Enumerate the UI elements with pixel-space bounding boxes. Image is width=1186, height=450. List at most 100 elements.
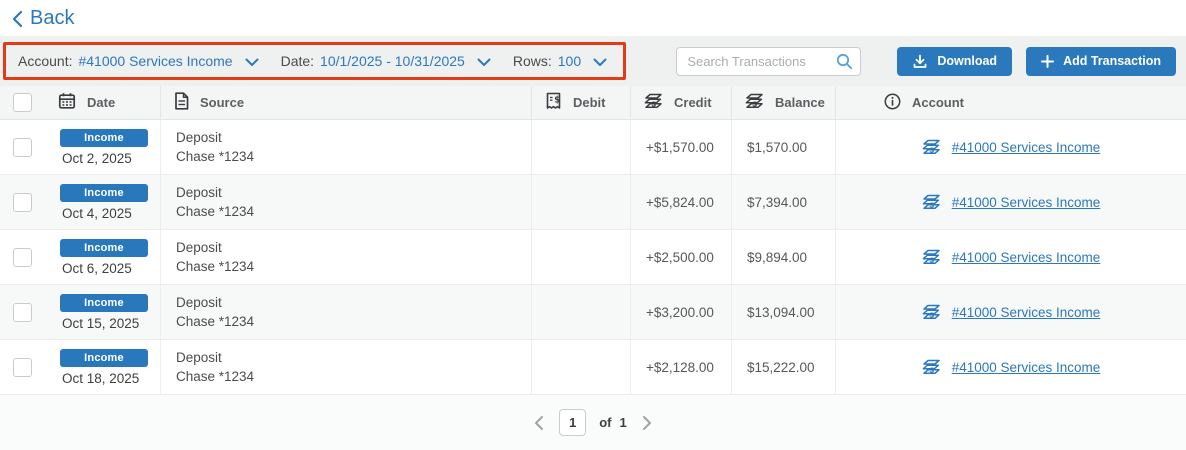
table-body: Income Oct 2, 2025 Deposit Chase *1234 +… bbox=[0, 120, 1186, 395]
source-line2: Chase *1234 bbox=[176, 313, 255, 329]
source-line2: Chase *1234 bbox=[176, 203, 255, 219]
table-row: Income Oct 4, 2025 Deposit Chase *1234 +… bbox=[0, 175, 1186, 230]
source-cell: Deposit Chase *1234 bbox=[160, 230, 531, 284]
back-button[interactable]: Back bbox=[12, 7, 74, 30]
credit-cell: +$5,824.00 bbox=[630, 175, 731, 229]
account-filter-value: #41000 Services Income bbox=[78, 53, 233, 69]
table-row: Income Oct 15, 2025 Deposit Chase *1234 … bbox=[0, 285, 1186, 340]
debit-cell bbox=[531, 340, 630, 394]
pagination: 1 of 1 bbox=[0, 395, 1186, 450]
account-cell: S #41000 Services Income bbox=[835, 230, 1186, 284]
plus-icon bbox=[1041, 54, 1055, 68]
row-checkbox[interactable] bbox=[13, 302, 32, 322]
money-stack-icon: S bbox=[922, 193, 941, 211]
svg-text:S: S bbox=[929, 367, 934, 375]
account-link[interactable]: #41000 Services Income bbox=[951, 304, 1101, 320]
receipt-dollar-icon: $ bbox=[545, 92, 562, 113]
account-link[interactable]: #41000 Services Income bbox=[951, 359, 1101, 375]
source-line2: Chase *1234 bbox=[176, 258, 255, 274]
date-cell: Income Oct 6, 2025 bbox=[45, 230, 160, 284]
date-text: Oct 18, 2025 bbox=[62, 370, 140, 386]
table-row: Income Oct 6, 2025 Deposit Chase *1234 +… bbox=[0, 230, 1186, 285]
top-bar: Back bbox=[0, 0, 1186, 36]
search-container bbox=[676, 46, 862, 76]
balance-cell: $13,094.00 bbox=[731, 285, 835, 339]
debit-cell bbox=[531, 120, 630, 174]
source-line1: Deposit bbox=[176, 294, 222, 310]
column-header-date[interactable]: Date bbox=[45, 86, 160, 119]
row-checkbox-cell bbox=[0, 285, 45, 339]
row-checkbox[interactable] bbox=[13, 357, 32, 377]
info-icon bbox=[884, 93, 901, 113]
add-transaction-button[interactable]: Add Transaction bbox=[1026, 46, 1176, 76]
row-checkbox-cell bbox=[0, 230, 45, 284]
svg-text:$: $ bbox=[554, 96, 560, 106]
back-label: Back bbox=[30, 6, 75, 29]
account-filter-dropdown[interactable]: Account: #41000 Services Income bbox=[18, 53, 259, 69]
svg-text:S: S bbox=[929, 202, 934, 210]
debit-cell bbox=[531, 230, 630, 284]
account-cell: S #41000 Services Income bbox=[835, 340, 1186, 394]
column-header-debit[interactable]: $ Debit bbox=[531, 86, 630, 119]
add-transaction-label: Add Transaction bbox=[1063, 54, 1161, 68]
search-input[interactable] bbox=[676, 46, 862, 76]
row-checkbox-cell bbox=[0, 340, 45, 394]
date-text: Oct 15, 2025 bbox=[62, 315, 140, 331]
rows-filter-label: Rows: bbox=[512, 53, 552, 69]
row-checkbox[interactable] bbox=[13, 192, 32, 212]
money-stack-icon: S bbox=[644, 92, 663, 113]
date-text: Oct 4, 2025 bbox=[62, 205, 132, 221]
account-cell: S #41000 Services Income bbox=[835, 285, 1186, 339]
account-link[interactable]: #41000 Services Income bbox=[951, 139, 1101, 155]
svg-text:S: S bbox=[929, 312, 934, 320]
filter-group-annotation-box: Account: #41000 Services Income Date: 10… bbox=[3, 42, 627, 80]
total-pages: 1 bbox=[619, 415, 627, 430]
column-header-balance[interactable]: S Balance bbox=[731, 86, 835, 119]
column-label-debit: Debit bbox=[573, 95, 606, 110]
of-label: of bbox=[599, 415, 612, 430]
source-line2: Chase *1234 bbox=[176, 368, 255, 384]
table-header: Date Source $ Debit S Credit S Balance A… bbox=[0, 86, 1186, 120]
rows-filter-value: 100 bbox=[557, 53, 582, 69]
source-line2: Chase *1234 bbox=[176, 148, 255, 164]
next-page-icon[interactable] bbox=[640, 413, 654, 433]
column-label-source: Source bbox=[200, 95, 245, 110]
row-checkbox[interactable] bbox=[13, 137, 32, 157]
rows-filter-dropdown[interactable]: Rows: 100 bbox=[513, 53, 607, 69]
svg-text:S: S bbox=[651, 101, 656, 109]
date-cell: Income Oct 15, 2025 bbox=[45, 285, 160, 339]
date-filter-dropdown[interactable]: Date: 10/1/2025 - 10/31/2025 bbox=[281, 53, 491, 69]
money-stack-icon: S bbox=[745, 92, 764, 113]
balance-cell: $15,222.00 bbox=[731, 340, 835, 394]
column-header-credit[interactable]: S Credit bbox=[630, 86, 731, 119]
download-button[interactable]: Download bbox=[897, 46, 1013, 76]
select-all-checkbox[interactable] bbox=[13, 93, 32, 112]
source-line1: Deposit bbox=[176, 239, 222, 255]
credit-cell: +$3,200.00 bbox=[630, 285, 731, 339]
column-header-account[interactable]: Account bbox=[835, 86, 1186, 119]
table-row: Income Oct 2, 2025 Deposit Chase *1234 +… bbox=[0, 120, 1186, 175]
row-checkbox-cell bbox=[0, 120, 45, 174]
back-chevron-icon bbox=[12, 9, 23, 28]
account-cell: S #41000 Services Income bbox=[835, 120, 1186, 174]
money-stack-icon: S bbox=[922, 138, 941, 156]
source-cell: Deposit Chase *1234 bbox=[160, 175, 531, 229]
search-icon[interactable] bbox=[836, 53, 853, 75]
date-filter-label: Date: bbox=[280, 53, 315, 69]
account-link[interactable]: #41000 Services Income bbox=[951, 194, 1101, 210]
row-checkbox[interactable] bbox=[13, 247, 32, 267]
credit-cell: +$1,570.00 bbox=[630, 120, 731, 174]
download-icon bbox=[912, 54, 928, 69]
income-badge: Income bbox=[60, 183, 148, 202]
date-text: Oct 6, 2025 bbox=[62, 260, 132, 276]
current-page-box[interactable]: 1 bbox=[559, 409, 587, 436]
svg-text:S: S bbox=[929, 257, 934, 265]
svg-text:S: S bbox=[752, 101, 757, 109]
previous-page-icon[interactable] bbox=[532, 413, 546, 433]
column-header-source[interactable]: Source bbox=[160, 86, 531, 119]
money-stack-icon: S bbox=[922, 358, 941, 376]
money-stack-icon: S bbox=[922, 303, 941, 321]
source-line1: Deposit bbox=[176, 349, 222, 365]
account-link[interactable]: #41000 Services Income bbox=[951, 249, 1101, 265]
table-row: Income Oct 18, 2025 Deposit Chase *1234 … bbox=[0, 340, 1186, 395]
